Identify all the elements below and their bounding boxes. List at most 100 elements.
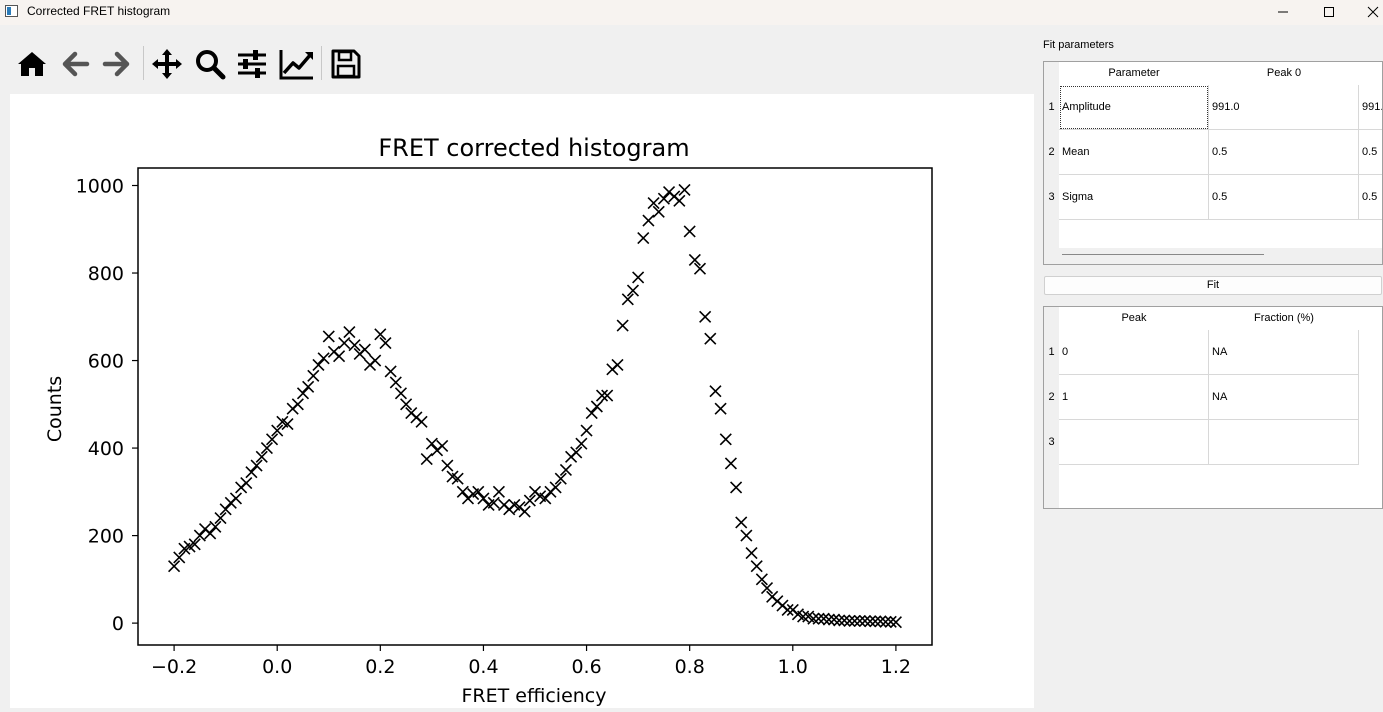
table-cell[interactable] [1209,420,1359,465]
data-point [240,477,253,490]
data-point [879,615,892,628]
table-cell[interactable]: 0.5 [1209,175,1359,220]
fractions-table[interactable]: Peak Fraction (%) 1 0 NA 2 1 NA 3 [1043,306,1383,509]
table-cell[interactable] [1059,420,1209,465]
data-point [601,389,614,402]
data-point [864,615,877,628]
data-point [740,529,753,542]
home-button[interactable] [12,44,52,84]
data-point [338,336,351,350]
data-point [209,520,222,533]
data-point [291,398,304,411]
data-point [389,376,402,389]
data-point [843,614,856,627]
table-cell[interactable]: 991. [1359,85,1382,130]
data-point [245,466,258,479]
data-point [616,319,629,332]
data-point [343,326,356,339]
table-cell[interactable]: Sigma [1059,175,1209,220]
data-point [735,516,748,529]
edit-axis-button[interactable] [275,44,315,84]
data-point [673,194,686,207]
data-point [699,310,712,323]
data-point [827,613,841,626]
save-button[interactable] [326,44,366,84]
configure-subplots-button[interactable] [232,44,272,84]
x-tick-label: 1.0 [778,656,808,678]
table-cell[interactable]: 0.5 [1209,130,1359,175]
zoom-button[interactable] [190,44,230,84]
x-tick-label: −0.2 [151,656,197,678]
data-point [833,614,846,627]
table-cell[interactable]: 0.5 [1359,175,1382,220]
data-point [358,343,371,356]
data-point [214,512,227,525]
row-header[interactable]: 3 [1044,175,1059,220]
maximize-button[interactable] [1306,0,1352,25]
pan-button[interactable] [147,44,187,84]
data-point [229,492,243,505]
home-icon [18,52,46,76]
data-point [436,439,449,452]
table-cell[interactable]: Amplitude [1059,85,1209,130]
table-cell[interactable]: 0.5 [1359,130,1382,175]
data-point [647,196,660,210]
data-point [204,527,217,540]
data-point [642,214,655,227]
horizontal-scrollbar[interactable] [1044,248,1382,264]
data-point [518,505,531,518]
data-point [590,400,603,413]
table-cell[interactable]: 991.0 [1209,85,1359,130]
fit-parameters-table[interactable]: Parameter Peak 0 1 Amplitude 991.0 991. … [1043,61,1383,265]
data-point [745,547,758,560]
table-cell[interactable]: 1 [1059,375,1209,420]
data-point [420,452,433,466]
fit-parameters-label: Fit parameters [1043,39,1114,51]
data-point [260,442,273,455]
row-header[interactable]: 2 [1044,130,1059,175]
row-header[interactable]: 3 [1044,420,1059,465]
data-point [477,492,490,505]
row-header[interactable]: 1 [1044,85,1059,130]
y-axis-label: Counts [44,376,66,442]
close-button[interactable] [1352,0,1383,25]
data-point [657,192,670,205]
row-header[interactable]: 1 [1044,330,1059,375]
row-header-gutter [1044,465,1059,508]
column-header[interactable] [1359,62,1382,85]
forward-button[interactable] [97,44,137,84]
x-tick-label: 0.8 [675,656,705,678]
minimize-button[interactable] [1260,0,1306,25]
data-point [812,612,825,625]
maximize-icon [1324,7,1334,17]
column-header[interactable]: Peak [1059,307,1209,330]
data-point [219,503,232,516]
x-tick-label: 0.6 [571,656,601,678]
data-point [193,529,206,542]
data-point [570,446,583,459]
table-cell[interactable]: Mean [1059,130,1209,175]
edit-axis-icon [279,50,313,80]
data-point [822,613,835,626]
column-header[interactable]: Fraction (%) [1209,307,1359,330]
column-header[interactable]: Peak 0 [1209,62,1359,85]
data-point [173,551,186,564]
data-point [858,614,872,627]
table-cell[interactable]: NA [1209,375,1359,420]
pan-icon [152,49,182,79]
table-cell[interactable]: 0 [1059,330,1209,375]
data-point [730,481,743,494]
table-cell[interactable]: NA [1209,330,1359,375]
data-point [265,433,279,446]
row-header[interactable]: 2 [1044,375,1059,420]
fit-button[interactable]: Fit [1044,276,1382,295]
data-point [683,225,696,238]
data-point [807,612,820,625]
column-header[interactable]: Parameter [1059,62,1209,85]
back-button[interactable] [55,44,95,84]
plot-canvas[interactable]: FRET corrected histogram FRET efficiency… [10,94,1034,708]
y-tick-label: 0 [112,613,124,635]
chart-title: FRET corrected histogram [378,134,689,162]
minimize-icon [1278,11,1288,13]
scrollbar-thumb[interactable] [1062,254,1264,255]
